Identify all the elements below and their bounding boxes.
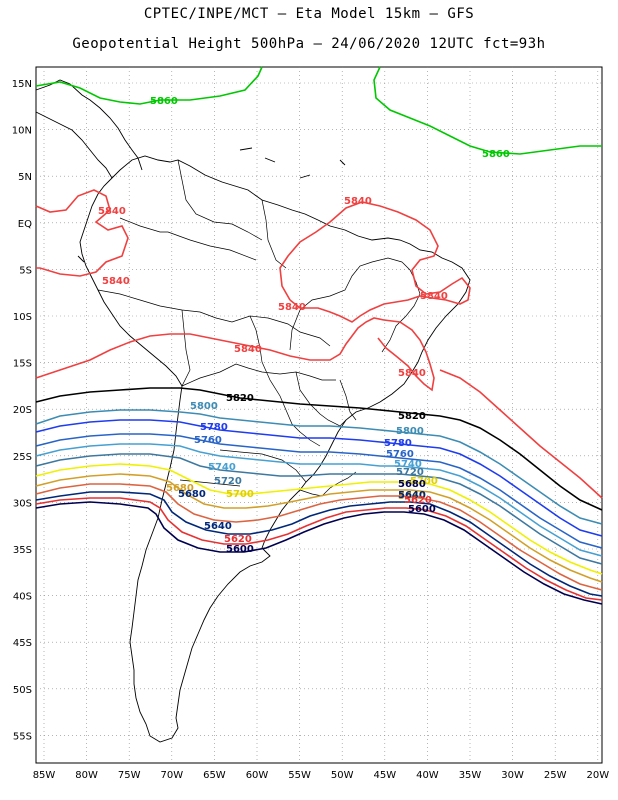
lat-label: 15S [13, 359, 32, 370]
label-5620-a: 5620 [224, 534, 252, 545]
contour-5740 [35, 443, 603, 557]
contour-5700 [35, 463, 603, 575]
lat-label: 25S [13, 452, 32, 463]
lat-label: 35S [13, 545, 32, 556]
contour-lines [35, 66, 603, 605]
lon-label: 50W [331, 770, 354, 781]
lat-label: 15N [12, 79, 32, 90]
lon-label: 80W [75, 770, 98, 781]
contour-5780 [35, 419, 603, 537]
label-5840-g: 5840 [398, 368, 426, 379]
lon-label: 35W [459, 770, 482, 781]
longitude-labels: 85W 80W 75W 70W 65W 60W 55W 50W 45W 40W 35W 30W 25W 2… [33, 770, 610, 781]
label-5800-b: 5800 [396, 426, 424, 437]
lat-label: 45S [13, 638, 32, 649]
map-title: CPTEC/INPE/MCT – Eta Model 15km – GFS [143, 6, 475, 22]
label-5700-b: 5700 [410, 476, 438, 487]
contour-5620 [35, 497, 603, 601]
lon-label: 40W [416, 770, 439, 781]
label-5680-b: 5680 [178, 489, 206, 500]
contour-5860-east [373, 66, 602, 155]
label-5820-b: 5820 [398, 411, 426, 422]
lon-label: 85W [33, 770, 56, 781]
label-5640-b: 5640 [398, 490, 426, 501]
lon-label: 55W [288, 770, 311, 781]
contour-5860-north [35, 66, 263, 105]
lat-label: 30S [13, 498, 32, 509]
lon-label: 25W [544, 770, 567, 781]
lat-label: 5N [18, 172, 32, 183]
map-subtitle: Geopotential Height 500hPa – 24/06/2020 … [72, 36, 546, 52]
contour-5840-north [35, 189, 129, 277]
lon-label: 20W [586, 770, 609, 781]
contour-5660 [35, 483, 603, 591]
label-5660-a: 5660 [398, 491, 426, 502]
lat-label: 55S [13, 731, 32, 742]
lat-label: 20S [13, 405, 32, 416]
label-5840-f: 5840 [234, 344, 262, 355]
label-5820-a: 5820 [226, 393, 254, 404]
lat-label: 50S [13, 685, 32, 696]
central-america-coast [35, 79, 143, 171]
lon-label: 75W [118, 770, 141, 781]
caribbean-islands [77, 147, 346, 263]
contour-5640 [35, 491, 603, 597]
contour-5600 [35, 501, 603, 605]
lon-label: 30W [501, 770, 524, 781]
plot-frame [35, 66, 603, 764]
label-5840-c: 5840 [102, 276, 130, 287]
label-5800-a: 5800 [190, 401, 218, 412]
coastlines [35, 79, 471, 743]
contour-5840-amazon [35, 317, 435, 392]
label-5600-b: 5600 [408, 504, 436, 515]
contour-5720 [35, 453, 603, 565]
lat-label: 10S [13, 312, 32, 323]
label-5860-b: 5860 [482, 149, 510, 160]
lat-label: 5S [19, 265, 32, 276]
label-5840-e: 5840 [278, 302, 306, 313]
lon-label: 70W [160, 770, 183, 781]
label-5840-b: 5840 [98, 206, 126, 217]
label-5780-b: 5780 [384, 438, 412, 449]
label-5860-a: 5860 [150, 96, 178, 107]
label-5740-a: 5740 [208, 462, 236, 473]
label-5640-a: 5640 [204, 521, 232, 532]
south-america-coast [79, 155, 471, 743]
latitude-labels: 15N 10N 5N EQ 5S 10S 15S 20S 25S 30S 35S 40S 45S 50S 5… [12, 79, 32, 742]
country-borders [97, 159, 421, 497]
label-5600-a: 5600 [226, 544, 254, 555]
lat-label: EQ [18, 219, 32, 230]
central-america-pacific [35, 111, 113, 179]
label-5840-d: 5840 [420, 291, 448, 302]
label-5680-a: 5680 [166, 483, 194, 494]
label-5840-a: 5840 [344, 196, 372, 207]
lon-label: 60W [246, 770, 269, 781]
contour-labels: 5860 5860 5840 5840 5840 5840 5840 5840 … [98, 96, 510, 555]
contour-5840-east-loop [279, 201, 471, 323]
contour-5820 [35, 387, 603, 511]
label-5760-a: 5760 [194, 435, 222, 446]
contour-5760 [35, 433, 603, 549]
contour-5800 [35, 409, 603, 525]
label-5620-b: 5620 [404, 495, 432, 506]
lon-label: 45W [373, 770, 396, 781]
label-5720-a: 5720 [214, 476, 242, 487]
label-5760-b: 5760 [386, 449, 414, 460]
label-5780-a: 5780 [200, 422, 228, 433]
label-5700-a: 5700 [226, 489, 254, 500]
lon-label: 65W [203, 770, 226, 781]
graticule [36, 67, 602, 763]
label-5680-c: 5680 [398, 479, 426, 490]
lat-label: 40S [13, 592, 32, 603]
contour-5680 [35, 473, 603, 583]
lat-label: 10N [12, 126, 32, 137]
contour-5840-southeast [439, 369, 603, 499]
label-5740-b: 5740 [394, 459, 422, 470]
label-5720-b: 5720 [396, 467, 424, 478]
